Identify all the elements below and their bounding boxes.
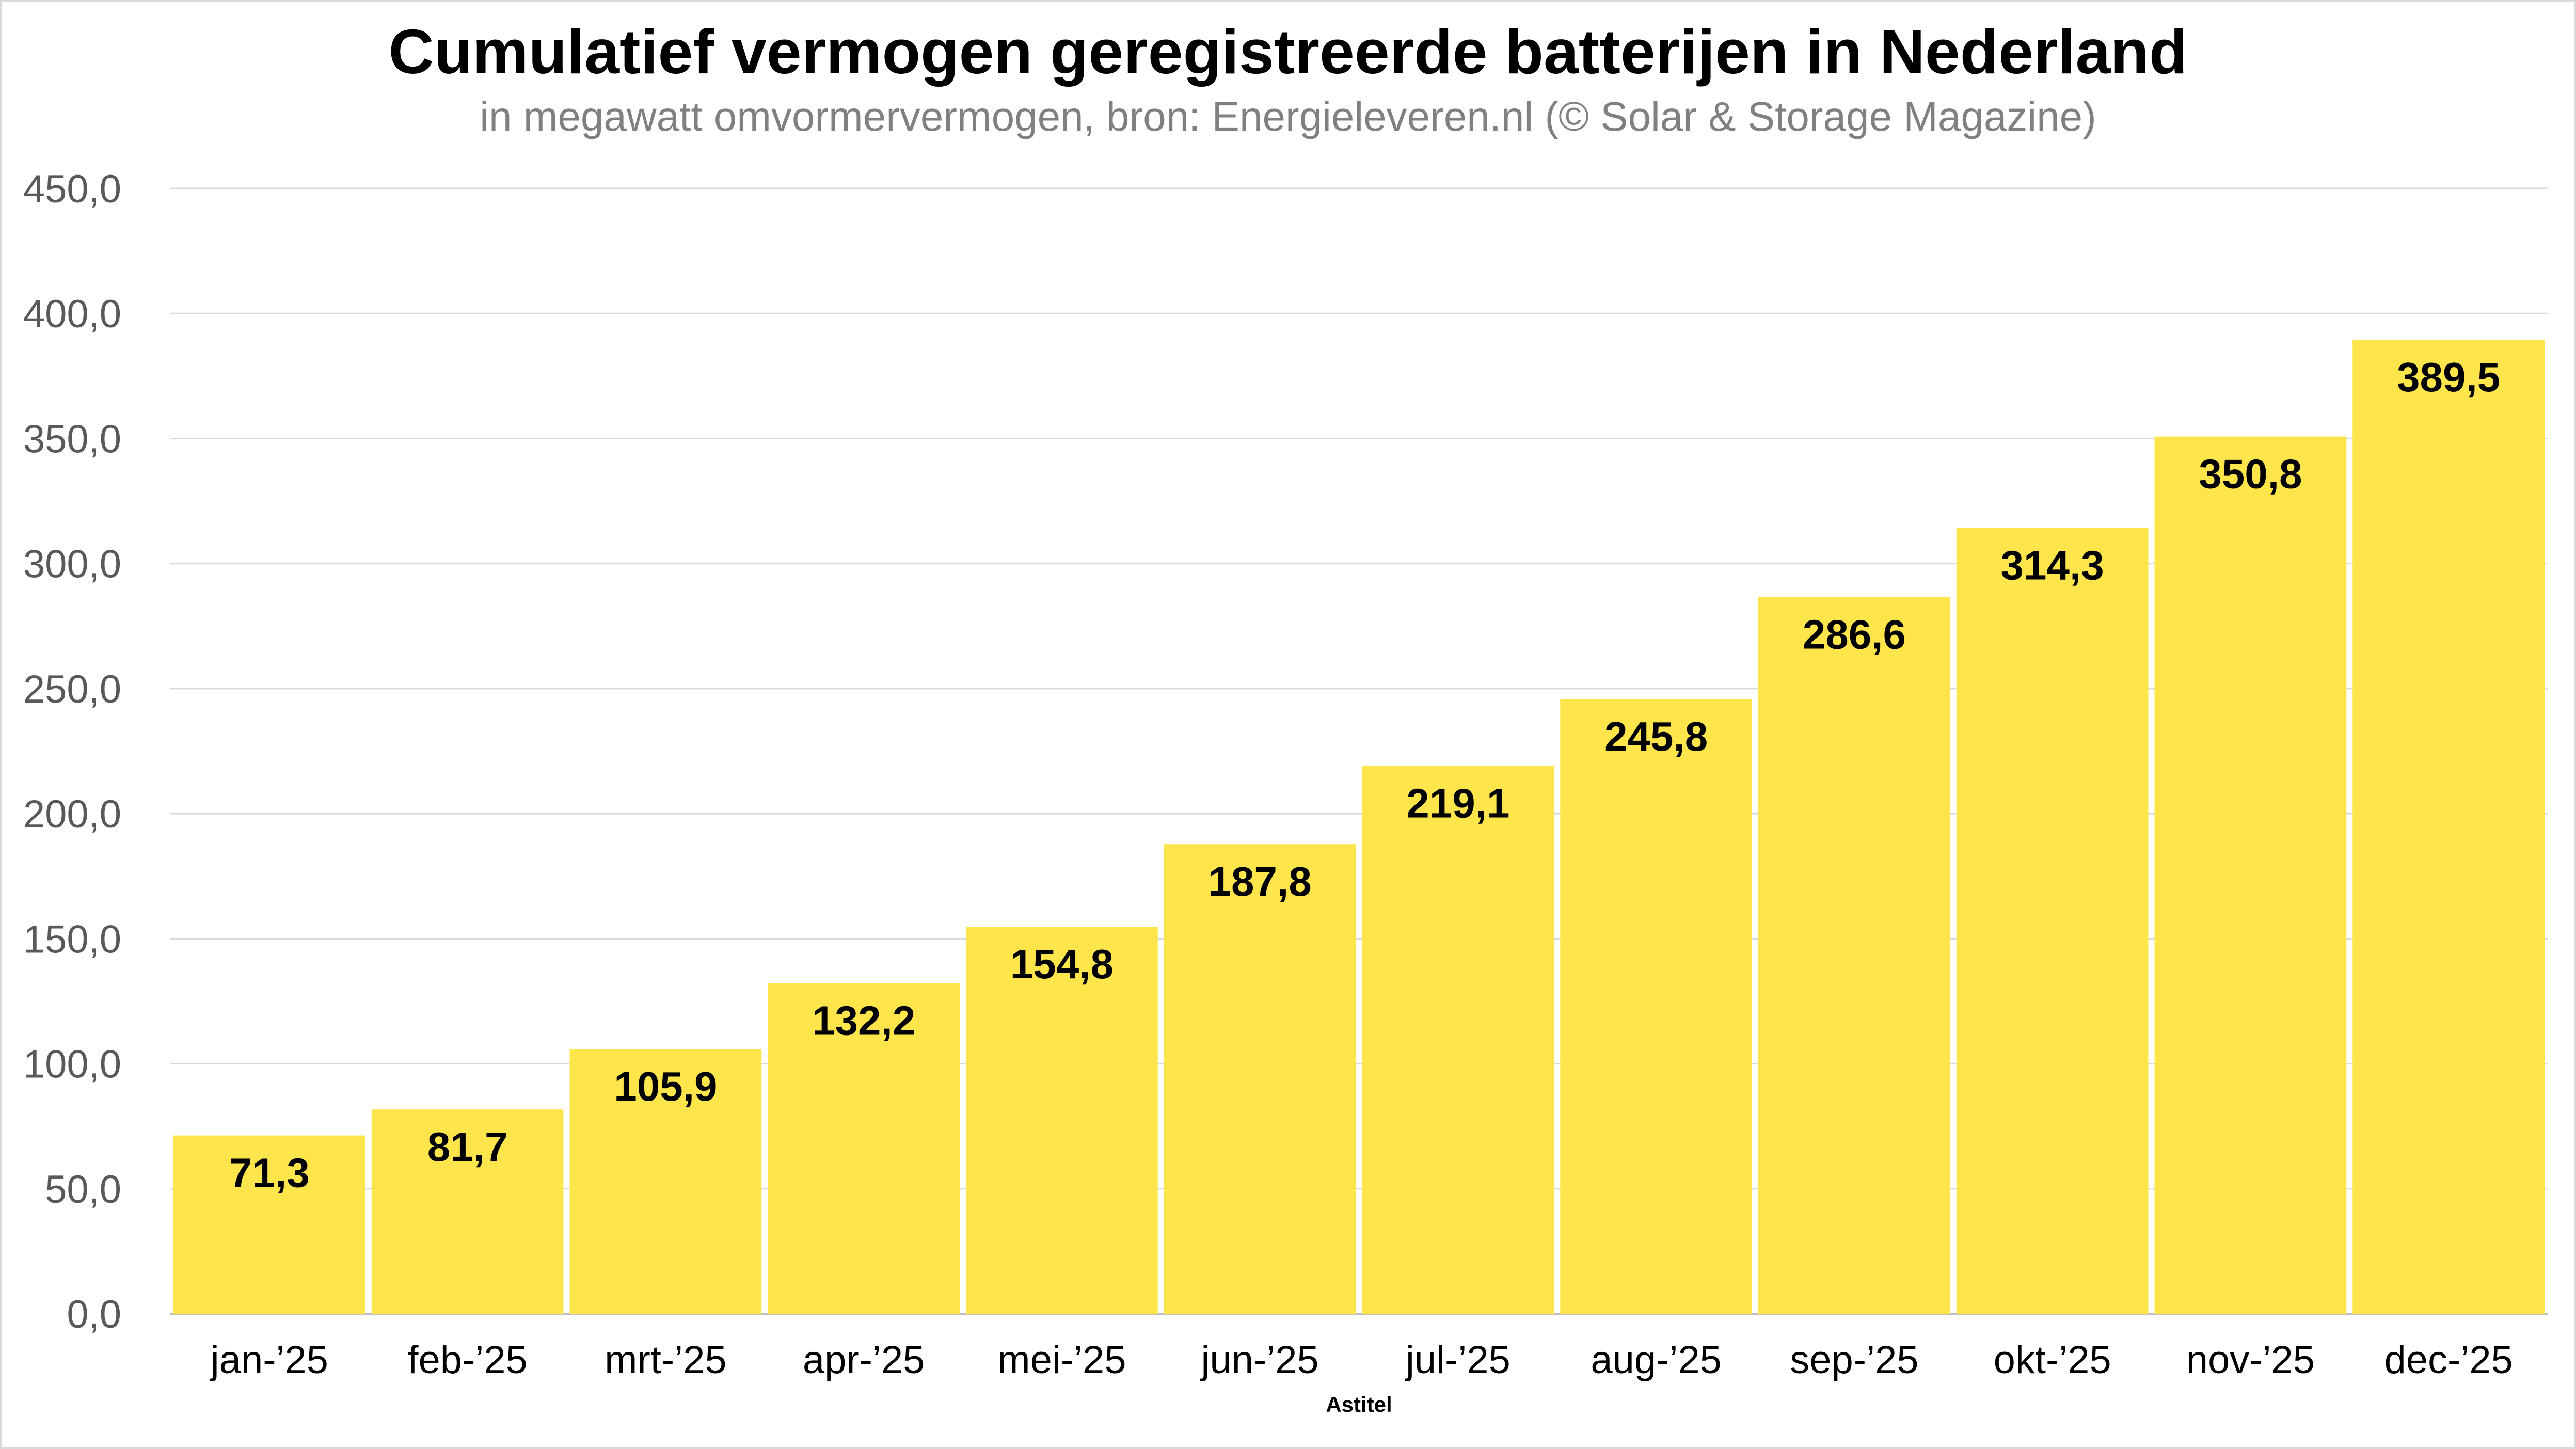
bar xyxy=(569,1048,762,1314)
y-tick-label: 300,0 xyxy=(23,543,121,586)
bar xyxy=(1362,766,1554,1314)
data-label: 286,6 xyxy=(1803,612,1906,658)
y-tick-label: 150,0 xyxy=(23,917,121,961)
x-tick-label: mrt-’25 xyxy=(605,1338,726,1382)
data-label: 350,8 xyxy=(2199,451,2302,497)
x-tick-label: jan-’25 xyxy=(210,1338,328,1382)
data-label: 154,8 xyxy=(1010,941,1114,987)
x-tick-label: feb-’25 xyxy=(407,1338,527,1382)
x-tick-label: okt-’25 xyxy=(1994,1338,2111,1382)
bar xyxy=(768,983,960,1314)
x-tick-label: mei-’25 xyxy=(997,1338,1126,1382)
bar xyxy=(1758,597,1950,1314)
bar xyxy=(2352,340,2545,1314)
y-tick-label: 250,0 xyxy=(23,667,121,711)
data-label: 71,3 xyxy=(229,1150,310,1196)
data-labels: 71,3 81,7 105,9 132,2 154,8 187,8 219,1 245,8 28… xyxy=(229,354,2500,1196)
axis-title-note: Astitel xyxy=(1326,1392,1392,1416)
y-tick-label: 100,0 xyxy=(23,1043,121,1087)
x-tick-label: jul-’25 xyxy=(1405,1338,1510,1382)
chart-subtitle: in megawatt omvormervermogen, bron: Ener… xyxy=(480,93,2096,139)
x-tick-label: jun-’25 xyxy=(1200,1338,1319,1382)
y-tick-label: 450,0 xyxy=(23,167,121,211)
bar xyxy=(1956,528,2149,1314)
gridlines xyxy=(170,187,2548,1315)
data-label: 105,9 xyxy=(614,1063,717,1109)
y-tick-label: 200,0 xyxy=(23,792,121,836)
data-label: 314,3 xyxy=(2001,542,2104,588)
bars xyxy=(173,340,2545,1314)
x-tick-label: apr-’25 xyxy=(803,1338,925,1382)
data-label: 389,5 xyxy=(2397,354,2500,400)
y-tick-label: 350,0 xyxy=(23,417,121,461)
data-label: 81,7 xyxy=(427,1124,508,1170)
data-label: 219,1 xyxy=(1406,781,1509,826)
y-tick-label: 50,0 xyxy=(45,1168,121,1212)
data-label: 245,8 xyxy=(1604,713,1708,759)
y-axis: 0,0 50,0 100,0 150,0 200,0 250,0 300,0 350,0 400… xyxy=(23,167,121,1336)
bar xyxy=(1164,844,1356,1314)
x-tick-label: sep-’25 xyxy=(1790,1338,1918,1382)
y-tick-label: 0,0 xyxy=(67,1293,121,1336)
x-tick-label: aug-’25 xyxy=(1591,1338,1722,1382)
bar xyxy=(1560,699,1752,1314)
bar xyxy=(2154,436,2347,1314)
bar xyxy=(371,1109,564,1314)
data-label: 187,8 xyxy=(1209,858,1312,904)
x-tick-label: dec-’25 xyxy=(2384,1338,2513,1382)
bar xyxy=(173,1135,365,1314)
chart-title: Cumulatief vermogen geregistreerde batte… xyxy=(388,17,2188,87)
bar xyxy=(966,927,1158,1314)
x-axis: jan-’25 feb-’25 mrt-’25 apr-’25 mei-’25 jun-’… xyxy=(210,1338,2513,1382)
x-tick-label: nov-’25 xyxy=(2186,1338,2315,1382)
data-label: 132,2 xyxy=(812,998,915,1044)
y-tick-label: 400,0 xyxy=(23,292,121,336)
